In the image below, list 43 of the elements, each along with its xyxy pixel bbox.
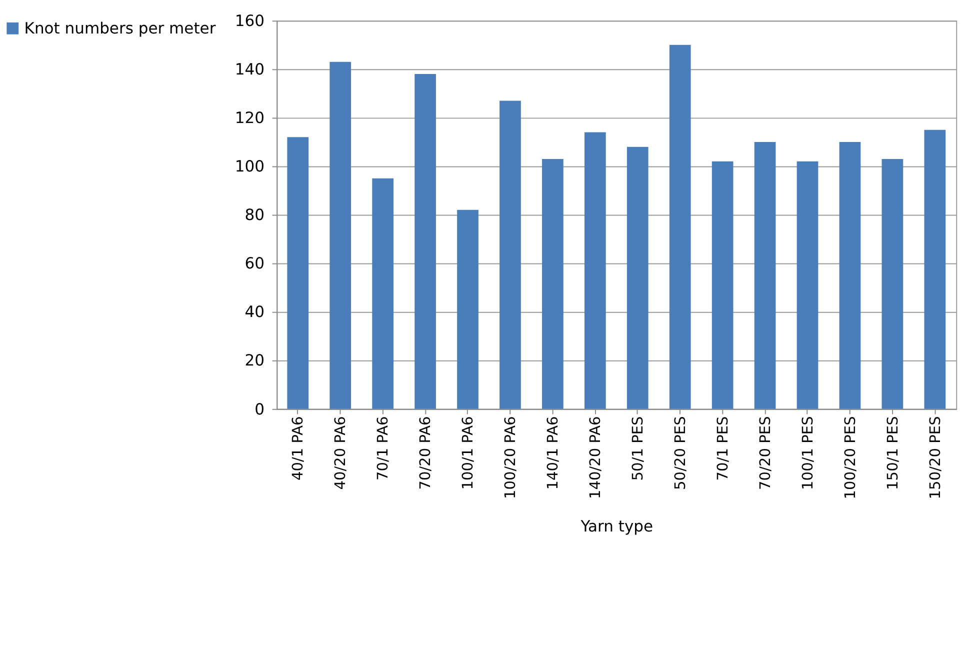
x-tick-label: 100/20 PA6 xyxy=(502,416,520,500)
bar xyxy=(584,132,606,409)
x-tick-label: 50/1 PES xyxy=(629,416,646,481)
x-tick-label: 100/20 PES xyxy=(842,416,859,500)
bar xyxy=(882,158,904,409)
bar xyxy=(796,161,818,409)
x-tick-label: 70/20 PES xyxy=(756,416,774,490)
x-axis-title: Yarn type xyxy=(580,517,654,536)
y-tick-label: 40 xyxy=(244,303,265,322)
x-tick-label: 100/1 PES xyxy=(799,416,816,490)
bar xyxy=(542,158,564,409)
y-tick-label: 20 xyxy=(244,352,265,370)
x-tick-label: 50/20 PES xyxy=(672,416,689,490)
x-tick-label: 150/1 PES xyxy=(884,416,902,490)
y-tick-label: 100 xyxy=(234,158,265,176)
x-tick-label: 100/1 PA6 xyxy=(460,416,477,490)
legend-label: Knot numbers per meter xyxy=(24,19,216,38)
bar xyxy=(287,137,309,409)
x-tick-label: 150/20 PES xyxy=(926,416,944,500)
x-tick-label: 40/1 PA6 xyxy=(290,416,307,481)
y-tick-label: 120 xyxy=(234,109,265,128)
bar xyxy=(330,62,352,409)
y-tick-label: 140 xyxy=(234,60,265,79)
x-tick-label: 70/1 PES xyxy=(714,416,732,481)
y-tick-label: 0 xyxy=(254,400,265,418)
bar xyxy=(500,100,521,409)
x-tick-label: 70/1 PA6 xyxy=(374,416,392,481)
bar xyxy=(754,142,776,409)
bar xyxy=(669,44,691,409)
y-tick-label: 80 xyxy=(244,206,265,224)
bar xyxy=(372,178,394,409)
y-tick-label: 60 xyxy=(244,254,265,273)
x-tick-label: 40/20 PA6 xyxy=(332,416,350,490)
bar xyxy=(712,161,734,409)
x-tick-label: 70/20 PA6 xyxy=(417,416,434,490)
x-tick-label: 140/20 PA6 xyxy=(587,416,604,500)
bar xyxy=(626,146,648,409)
bar xyxy=(924,130,946,409)
bar xyxy=(457,210,478,409)
bar xyxy=(414,74,436,409)
y-tick-label: 160 xyxy=(234,12,265,30)
x-tick-label: 140/1 PA6 xyxy=(544,416,562,490)
bar xyxy=(839,142,861,409)
